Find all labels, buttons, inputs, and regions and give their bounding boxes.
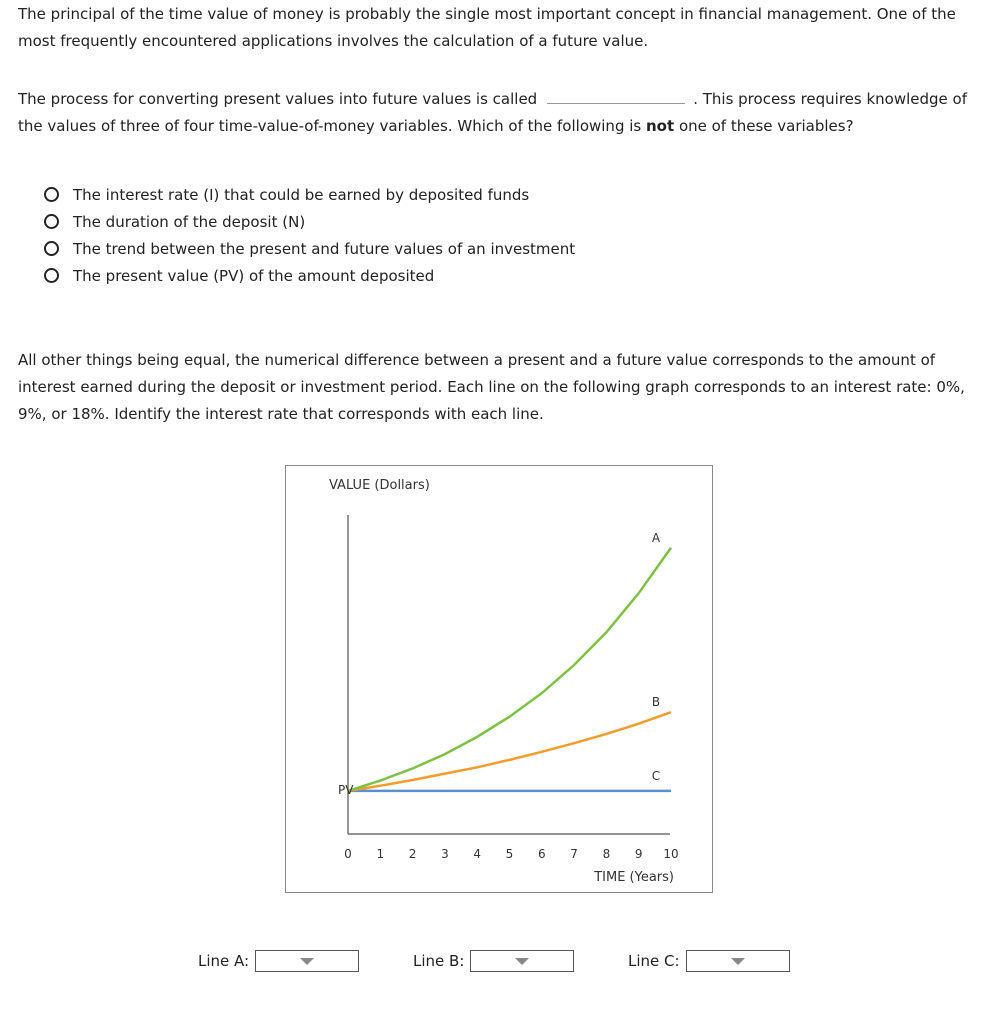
dropdown-arrow-icon — [300, 957, 315, 965]
x-tick-label: 3 — [441, 847, 449, 861]
answer-line-b: Line B: — [413, 950, 575, 972]
x-tick-label: 1 — [376, 847, 384, 861]
radio-icon[interactable] — [44, 214, 59, 229]
x-tick-label: 8 — [603, 847, 611, 861]
option-present-value[interactable]: The present value (PV) of the amount dep… — [44, 262, 575, 289]
chart-frame: VALUE (Dollars) TIME (Years) 0 1 2 3 4 5 6 7 8 9 1… — [285, 465, 713, 893]
answer-line-a: Line A: — [198, 950, 360, 972]
x-axis-label: TIME (Years) — [593, 870, 674, 885]
line-a-dropdown[interactable] — [255, 950, 360, 972]
x-tick-label: 5 — [506, 847, 514, 861]
series-label-a: A — [652, 531, 661, 545]
x-tick-label: 4 — [473, 847, 481, 861]
fill-in-blank[interactable] — [547, 87, 686, 104]
line-b-dropdown[interactable] — [470, 950, 575, 972]
y-axis-label: VALUE (Dollars) — [329, 478, 430, 493]
option-duration[interactable]: The duration of the deposit (N) — [44, 208, 575, 235]
future-value-chart: VALUE (Dollars) TIME (Years) 0 1 2 3 4 5 6 7 8 9 1… — [329, 478, 679, 885]
series-line-b — [347, 710, 672, 793]
answer-line-c: Line C: — [628, 950, 790, 972]
x-tick-label: 0 — [344, 847, 352, 861]
x-tick-label: 6 — [538, 847, 546, 861]
radio-icon[interactable] — [44, 187, 59, 202]
radio-icon[interactable] — [44, 268, 59, 283]
options-radio-group: The interest rate (I) that could be earn… — [44, 181, 575, 289]
intro-text: The principal of the time value of money… — [18, 5, 956, 50]
question-1: The process for converting present value… — [18, 86, 978, 140]
series-line-a — [347, 547, 673, 793]
x-tick-label: 2 — [409, 847, 417, 861]
x-tick-label: 7 — [570, 847, 578, 861]
series-label-c: C — [652, 769, 660, 783]
question-2: All other things being equal, the numeri… — [18, 351, 965, 423]
pv-label: PV — [338, 783, 354, 797]
series-label-b: B — [652, 695, 660, 709]
line-c-dropdown[interactable] — [685, 950, 790, 972]
option-interest-rate[interactable]: The interest rate (I) that could be earn… — [44, 181, 575, 208]
radio-icon[interactable] — [44, 241, 59, 256]
dropdown-arrow-icon — [730, 957, 745, 965]
x-tick-label: 9 — [635, 847, 643, 861]
x-tick-label: 10 — [663, 847, 678, 861]
option-trend[interactable]: The trend between the present and future… — [44, 235, 575, 262]
dropdown-arrow-icon — [515, 957, 530, 965]
